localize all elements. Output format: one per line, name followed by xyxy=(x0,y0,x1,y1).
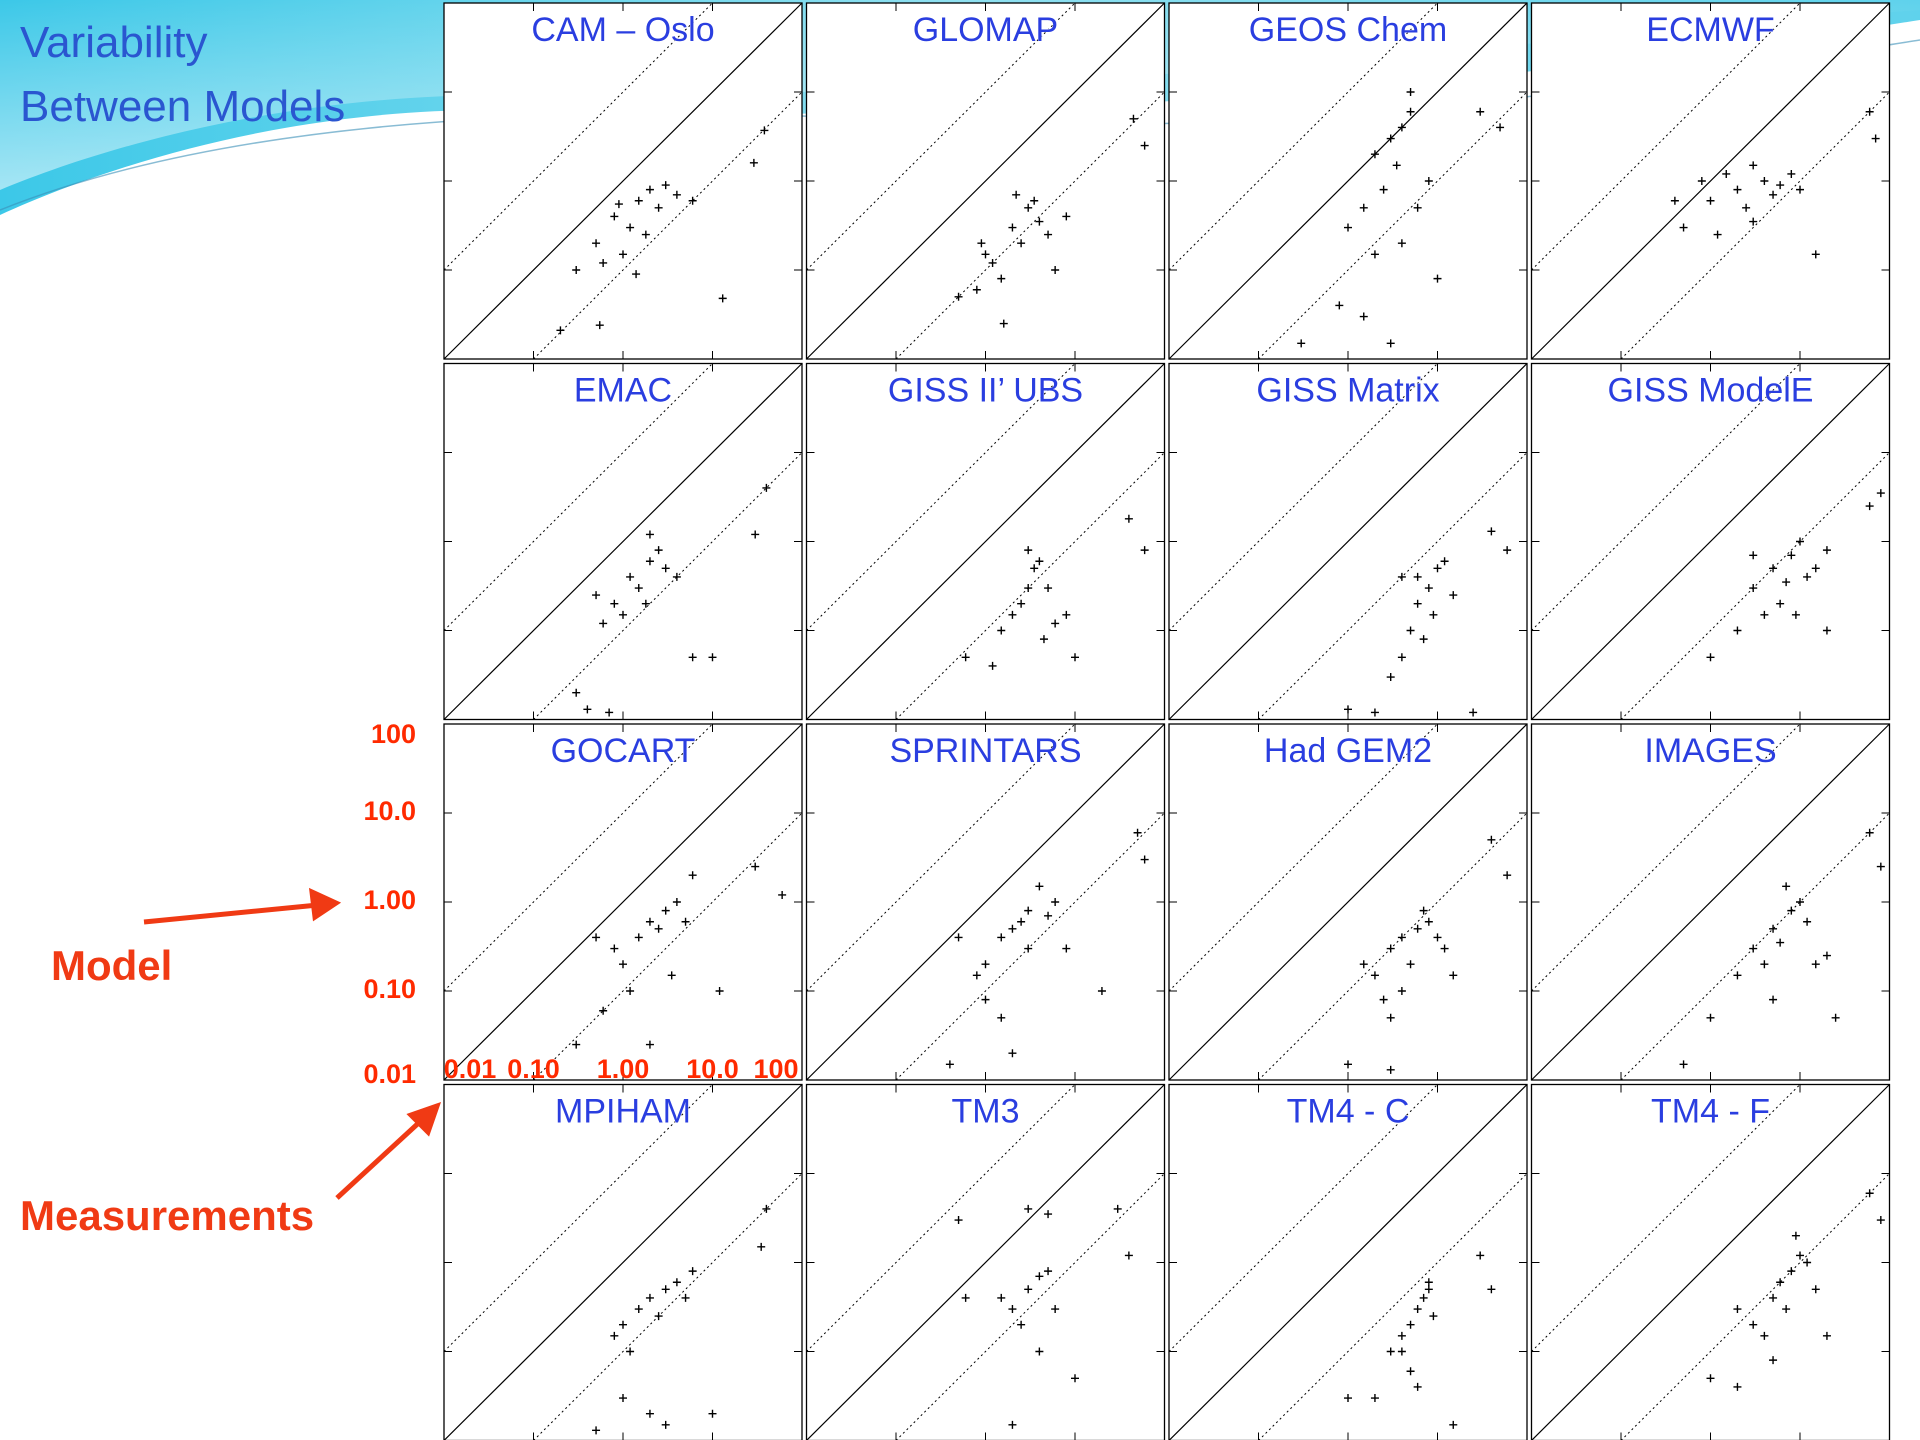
panel: ECMWF xyxy=(1532,3,1890,359)
y-tick-label: 10.0 xyxy=(363,796,416,826)
x-tick-label: 10.0 xyxy=(686,1054,739,1084)
panel: CAM – Oslo xyxy=(444,3,802,359)
page: Variability Between Models Model Measure… xyxy=(0,0,1920,1440)
panel-title: IMAGES xyxy=(1644,732,1776,770)
header-line: Variability xyxy=(20,18,207,67)
arrow-head xyxy=(312,892,336,917)
panel-title: CAM – Oslo xyxy=(531,11,714,49)
panel-title: EMAC xyxy=(574,372,672,410)
panel-title: GOCART xyxy=(551,732,696,770)
panel-title: ECMWF xyxy=(1646,11,1774,49)
panel-title: TM3 xyxy=(952,1093,1020,1131)
panel: GISS Matrix xyxy=(1169,364,1527,720)
panel: GEOS Chem xyxy=(1169,3,1527,359)
panel-title: MPIHAM xyxy=(555,1093,691,1131)
panels: CAM – Oslo GLOMAP GEOS Chem ECMWF EMAC GISS I… xyxy=(444,3,1890,1440)
annotation: Measurements xyxy=(20,1192,314,1239)
x-tick-label: 100 xyxy=(753,1054,798,1084)
panel: Had GEM2 xyxy=(1169,724,1527,1080)
panel: GLOMAP xyxy=(807,3,1165,359)
panel: GISS ModelE xyxy=(1532,364,1890,720)
panel-title: GLOMAP xyxy=(913,11,1058,49)
panel: TM3 xyxy=(807,1085,1165,1440)
panel: TM4 - F xyxy=(1532,1085,1890,1440)
panel: MPIHAM xyxy=(444,1085,802,1440)
panel: EMAC xyxy=(444,364,802,720)
y-tick-label: 0.10 xyxy=(363,974,416,1004)
panel: TM4 - C xyxy=(1169,1085,1527,1440)
arrow xyxy=(144,905,318,922)
panel-title: GISS II’ UBS xyxy=(888,372,1083,410)
y-tick-label: 1.00 xyxy=(363,885,416,915)
arrow xyxy=(337,1118,424,1198)
arrows xyxy=(144,892,437,1198)
panel: GISS II’ UBS xyxy=(807,364,1165,720)
x-tick-label: 0.01 xyxy=(444,1054,497,1084)
panel-title: TM4 - C xyxy=(1287,1093,1410,1131)
slide: Variability Between Models Model Measure… xyxy=(0,0,1920,1440)
panel-title: TM4 - F xyxy=(1651,1093,1770,1131)
annotation: Model xyxy=(51,942,172,989)
panel-title: SPRINTARS xyxy=(889,732,1081,770)
panel: IMAGES xyxy=(1532,724,1890,1080)
panel-title: GISS Matrix xyxy=(1256,372,1439,410)
panel-title: Had GEM2 xyxy=(1264,732,1432,770)
x-tick-label: 1.00 xyxy=(597,1054,650,1084)
header-line: Between Models xyxy=(20,82,345,131)
panel-title: GISS ModelE xyxy=(1608,372,1814,410)
panel: GOCART xyxy=(444,724,802,1080)
x-tick-label: 0.10 xyxy=(507,1054,560,1084)
panel-title: GEOS Chem xyxy=(1249,11,1447,49)
y-tick-label: 0.01 xyxy=(363,1059,416,1089)
panel: SPRINTARS xyxy=(807,724,1165,1080)
y-tick-label: 100 xyxy=(371,719,416,749)
